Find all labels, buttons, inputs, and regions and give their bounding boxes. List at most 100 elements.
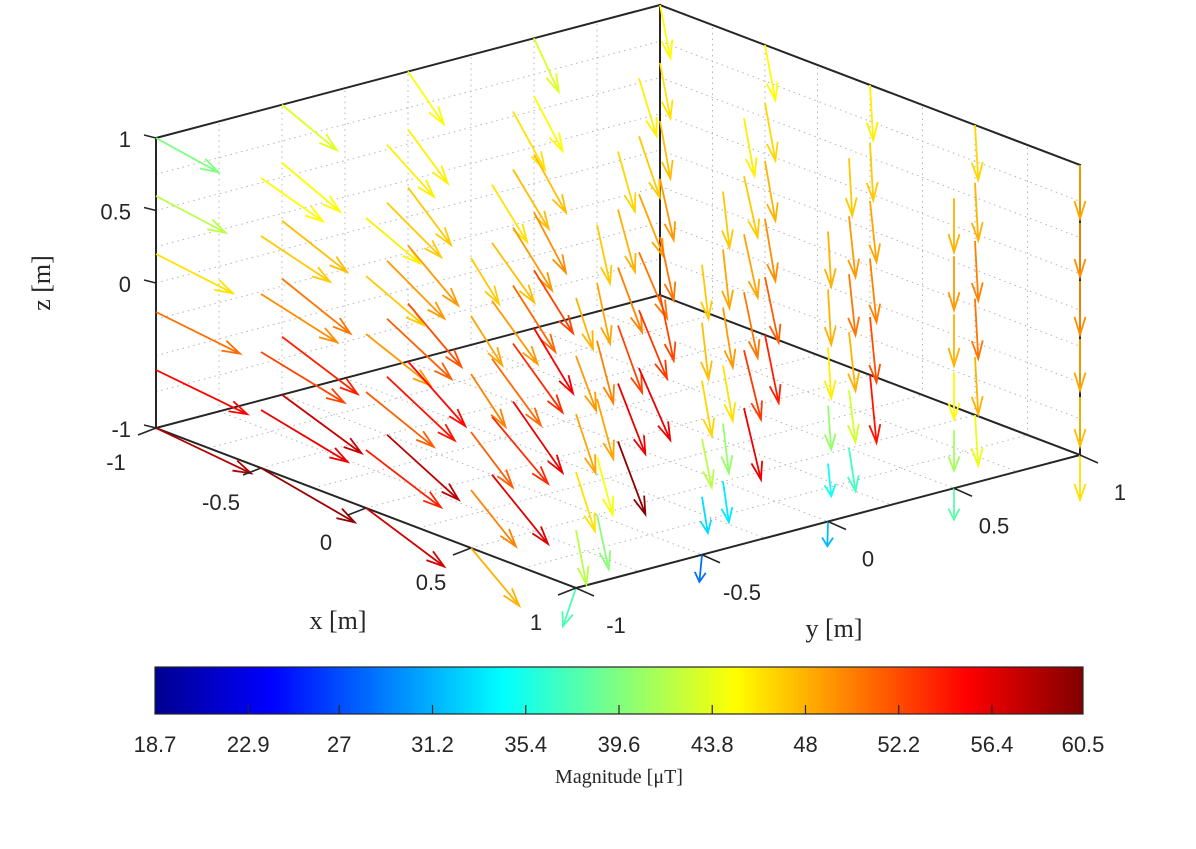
arrow-shaft	[638, 135, 661, 198]
arrow-head	[329, 256, 350, 274]
field-arrow	[512, 285, 557, 355]
arrow-shaft	[407, 360, 466, 427]
x-tick-mark	[242, 467, 262, 476]
arrow-shaft	[260, 177, 324, 223]
arrow-shaft	[701, 496, 709, 534]
field-arrow	[386, 434, 461, 502]
field-arrow	[596, 340, 615, 407]
arrow-shaft	[974, 240, 980, 301]
arrow-shaft	[470, 431, 514, 488]
arrow-head	[1073, 483, 1087, 503]
field-arrow	[659, 62, 674, 122]
grid-lines	[155, 4, 1081, 589]
field-arrow	[823, 347, 837, 402]
field-arrow	[764, 160, 779, 224]
arrow-shaft	[491, 242, 536, 303]
arrow-shaft	[386, 260, 445, 320]
arrow-shaft	[281, 336, 359, 395]
arrow-shaft	[743, 118, 756, 177]
arrow-head	[434, 362, 454, 382]
field-arrow	[764, 44, 779, 104]
arrow-shaft	[281, 278, 351, 335]
arrow-head	[547, 454, 565, 476]
arrow-head	[339, 378, 360, 396]
arrow-head	[970, 447, 984, 469]
arrow-head	[322, 195, 343, 214]
arrow-head	[823, 326, 837, 348]
arrow-head	[228, 400, 250, 416]
grid-line-wall	[155, 113, 661, 248]
arrow-head	[970, 395, 984, 418]
arrow-shaft	[827, 289, 833, 345]
arrow-shaft	[764, 218, 777, 282]
y-tick-mark	[953, 487, 973, 497]
arrow-head	[654, 359, 669, 382]
arrow-head	[531, 465, 550, 487]
arrow-head	[868, 243, 881, 265]
arrow-head	[970, 340, 984, 362]
arrow-shaft	[743, 350, 762, 420]
field-arrow	[260, 351, 347, 405]
arrow-head	[747, 339, 761, 361]
arrow-head	[422, 491, 444, 510]
arrow-shaft	[617, 441, 647, 515]
field-arrow	[575, 297, 594, 353]
field-arrow	[617, 383, 647, 457]
field-arrow	[638, 309, 669, 382]
field-arrow	[470, 547, 522, 609]
field-arrow	[533, 95, 565, 154]
grid-line-wall	[659, 185, 1081, 347]
arrow-head	[602, 384, 615, 407]
z-tick-mark	[143, 279, 157, 284]
arrow-head	[766, 262, 779, 285]
field-arrow	[491, 474, 550, 547]
field-arrow	[155, 369, 250, 416]
x-tick-label: 0	[320, 530, 332, 555]
arrow-shaft	[491, 184, 528, 243]
arrow-head	[1073, 372, 1087, 394]
arrow-head	[747, 278, 761, 301]
arrow-shaft	[470, 257, 500, 305]
arrow-shaft	[407, 302, 463, 368]
grid-line-floor	[596, 311, 1018, 473]
y-tick-label: -0.5	[723, 580, 761, 605]
field-arrow	[823, 463, 837, 499]
arrow-shaft	[533, 211, 567, 274]
arrow-head	[427, 301, 447, 321]
field-arrow	[743, 408, 764, 483]
arrow-head	[561, 611, 574, 629]
arrow-head	[581, 330, 594, 353]
field-arrow	[491, 242, 537, 305]
arrow-shaft	[512, 400, 564, 474]
arrow-head	[1073, 200, 1087, 223]
arrow-shaft	[722, 365, 734, 422]
arrow-head	[720, 506, 734, 525]
field-arrow	[470, 431, 515, 490]
field-arrow	[764, 334, 782, 406]
field-arrow	[720, 481, 734, 525]
field-arrow	[365, 275, 426, 327]
arrow-shaft	[869, 374, 878, 443]
field-arrow	[970, 124, 984, 184]
arrow-head	[496, 469, 515, 490]
arrow-head	[844, 197, 858, 219]
arrow-head	[947, 347, 961, 370]
y-tick-mark	[575, 587, 595, 597]
arrow-head	[865, 121, 879, 144]
field-arrow	[743, 292, 761, 361]
field-arrow	[386, 260, 447, 321]
arrow-shaft	[743, 292, 759, 359]
field-arrow	[561, 587, 577, 629]
arrow-shaft	[365, 391, 435, 448]
arrow-shaft	[764, 276, 780, 343]
y-tick-mark	[827, 520, 847, 531]
arrow-shaft	[617, 383, 647, 455]
field-arrow	[407, 70, 446, 127]
colorbar-label: Magnitude [μT]	[555, 766, 683, 788]
arrow-head	[721, 229, 734, 251]
arrow-head	[847, 372, 860, 394]
field-arrow	[947, 256, 961, 314]
arrow-shaft	[698, 554, 703, 582]
arrow-shaft	[827, 405, 833, 450]
colorbar-tick-label: 56.4	[971, 732, 1014, 757]
